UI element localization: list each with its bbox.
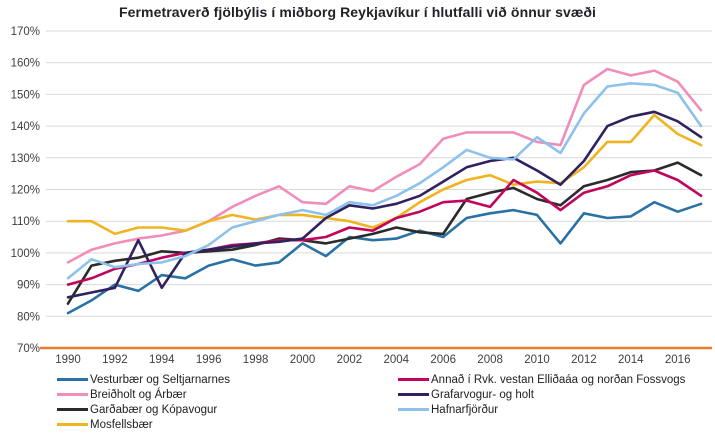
series-line-5 <box>66 110 703 299</box>
series-line-3 <box>66 113 703 236</box>
y-axis-tick-labels: 170% 160% 150% 140% 130% 120% 110% 100% 90% 80% 70… <box>11 26 40 355</box>
svg-text:2004: 2004 <box>384 354 410 366</box>
svg-text:140%: 140% <box>11 121 40 133</box>
legend-line-swatch <box>57 378 88 381</box>
legend-line-swatch <box>398 393 429 396</box>
legend-label: Mosfellsbær <box>90 418 153 431</box>
legend-item: Vesturbær og Seltjarnarnes <box>57 372 230 387</box>
svg-text:1992: 1992 <box>102 354 128 366</box>
legend-label: Grafarvogur- og holt <box>431 388 534 401</box>
svg-text:1998: 1998 <box>243 354 269 366</box>
svg-text:160%: 160% <box>11 58 40 70</box>
svg-text:2012: 2012 <box>571 354 597 366</box>
gridlines <box>46 30 712 317</box>
svg-text:1996: 1996 <box>196 354 222 366</box>
chart-title: Fermetraverð fjölbýlis í miðborg Reykjav… <box>118 4 597 20</box>
series-line-2 <box>66 161 703 305</box>
svg-text:170%: 170% <box>11 26 40 38</box>
legend-label: Vesturbær og Seltjarnarnes <box>90 373 230 386</box>
svg-text:100%: 100% <box>11 248 40 260</box>
svg-text:1990: 1990 <box>55 354 81 366</box>
svg-text:150%: 150% <box>11 89 40 101</box>
legend-item: Grafarvogur- og holt <box>398 387 534 402</box>
legend-item: Annað í Rvk. vestan Elliðaáa og norðan F… <box>398 372 685 387</box>
legend-line-swatch <box>398 378 429 381</box>
legend-item: Breiðholt og Árbær <box>57 387 187 402</box>
svg-text:2008: 2008 <box>477 354 503 366</box>
legend-label: Breiðholt og Árbær <box>90 388 187 401</box>
series-line-4 <box>66 169 703 286</box>
legend-item: Hafnarfjörður <box>398 402 498 417</box>
series-line-1 <box>66 67 703 264</box>
x-axis-tick-labels: 1990 1992 1994 1996 1998 2000 2002 2004 2006 2008… <box>55 354 690 366</box>
legend-line-swatch <box>57 393 88 396</box>
svg-text:2016: 2016 <box>665 354 691 366</box>
legend-item: Garðabær og Kópavogur <box>57 402 217 417</box>
svg-text:2014: 2014 <box>618 354 644 366</box>
legend-line-swatch <box>398 408 429 411</box>
svg-text:130%: 130% <box>11 153 40 165</box>
svg-text:90%: 90% <box>17 280 40 292</box>
svg-text:2006: 2006 <box>430 354 456 366</box>
svg-text:120%: 120% <box>11 185 40 197</box>
legend-item: Mosfellsbær <box>57 417 153 432</box>
series-line-6 <box>66 82 703 280</box>
series-line-0 <box>66 200 703 315</box>
svg-text:2010: 2010 <box>524 354 550 366</box>
svg-text:1994: 1994 <box>149 354 175 366</box>
legend-label: Annað í Rvk. vestan Elliðaáa og norðan F… <box>431 373 686 386</box>
svg-text:2002: 2002 <box>337 354 363 366</box>
svg-text:80%: 80% <box>17 311 40 323</box>
svg-text:110%: 110% <box>11 216 40 228</box>
legend-line-swatch <box>57 423 88 426</box>
svg-text:70%: 70% <box>17 343 40 355</box>
legend-line-swatch <box>57 408 88 411</box>
legend-label: Garðabær og Kópavogur <box>90 403 218 416</box>
legend-label: Hafnarfjörður <box>431 403 499 416</box>
svg-text:2000: 2000 <box>290 354 316 366</box>
